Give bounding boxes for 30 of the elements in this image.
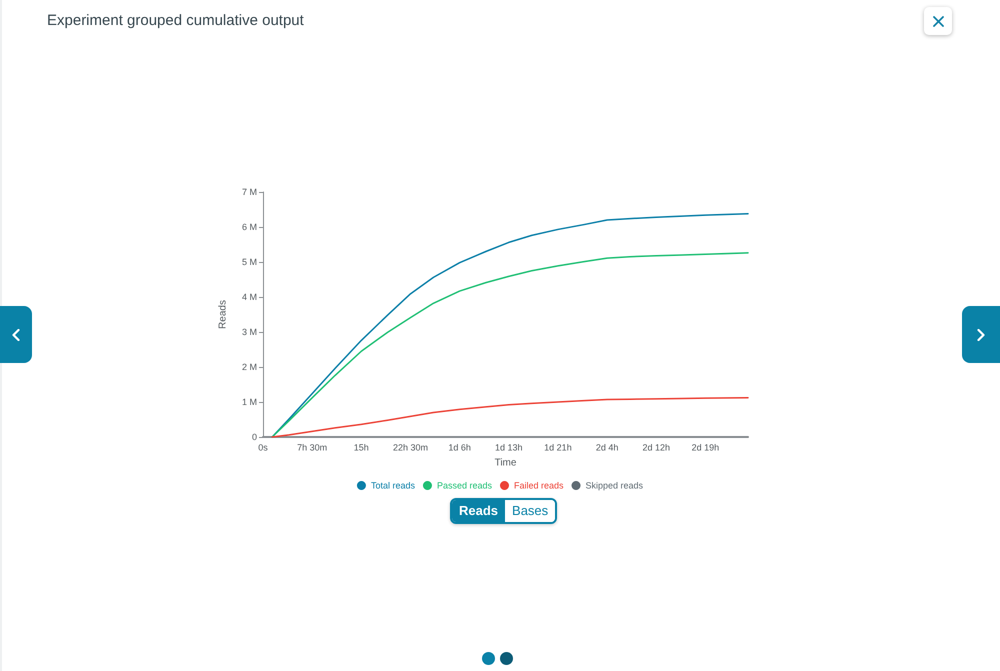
legend-label: Failed reads <box>514 480 564 490</box>
chart-title: Experiment grouped cumulative output <box>47 12 305 29</box>
x-tick-label: 7h 30m <box>297 442 328 452</box>
y-tick-label: 6 M <box>242 222 257 232</box>
toggle-option: Reads <box>452 500 506 522</box>
legend-label: Passed reads <box>436 480 492 490</box>
y-tick-label: 2 M <box>242 362 257 372</box>
y-tick-label: 5 M <box>242 257 257 267</box>
line-series <box>271 252 749 438</box>
x-tick-label: 15h <box>354 442 369 452</box>
x-tick-label: 1d 21h <box>544 442 572 452</box>
toggle-option: Bases <box>505 500 556 522</box>
legend-label: Skipped reads <box>586 480 644 490</box>
x-tick-label: 0s <box>258 442 268 452</box>
x-tick-label: 2d 12h <box>642 442 670 452</box>
x-tick-label: 22h 30m <box>392 442 428 452</box>
x-tick-label: 2d 4h <box>596 442 618 452</box>
y-tick-label: 4 M <box>242 292 257 302</box>
y-axis-title: Reads <box>218 300 228 329</box>
x-tick-label: 1d 6h <box>448 442 471 452</box>
x-tick-label: 1d 13h <box>495 442 523 452</box>
x-axis-title: Time <box>494 458 517 468</box>
y-tick-label: 0 <box>252 432 257 442</box>
legend-label: Total reads <box>370 480 416 490</box>
line-series <box>271 397 749 438</box>
y-tick-label: 1 M <box>242 397 257 407</box>
x-tick-label: 2d 19h <box>692 442 720 452</box>
y-tick-label: 3 M <box>242 327 257 337</box>
line-series <box>271 212 749 438</box>
y-tick-label: 7 M <box>242 187 257 197</box>
